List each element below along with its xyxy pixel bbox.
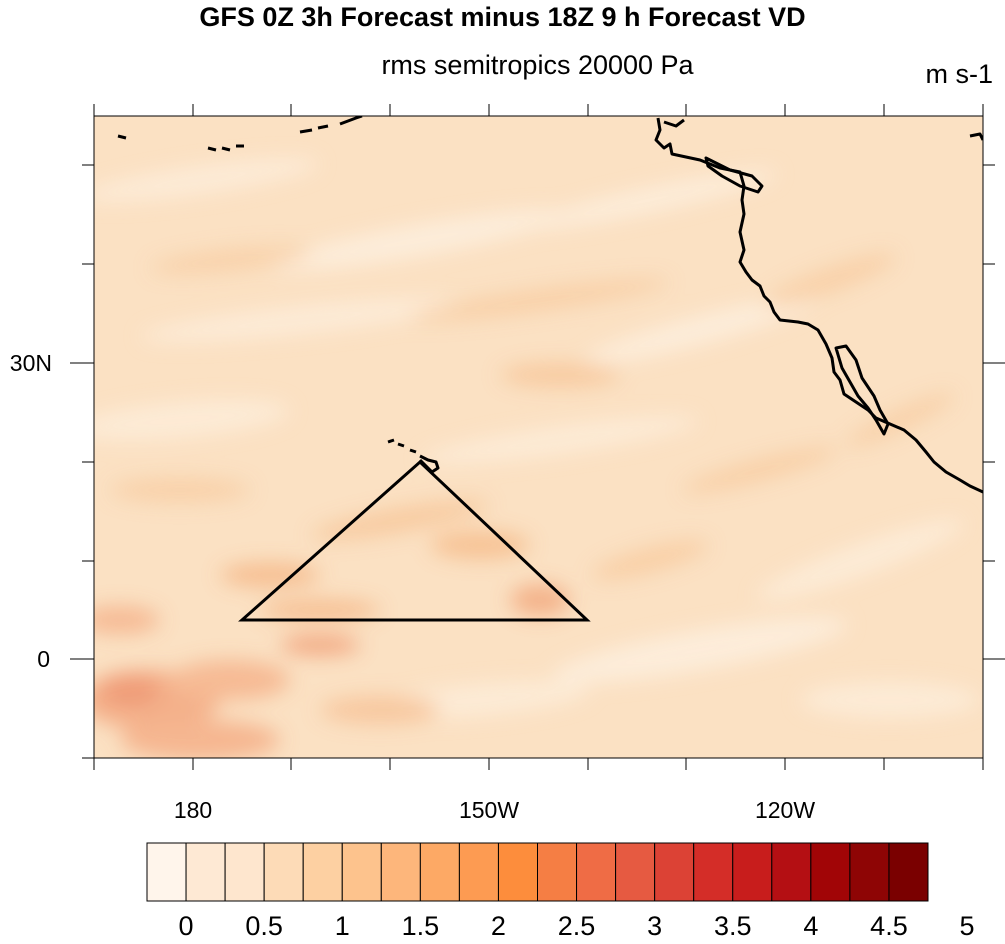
colorbar-swatch [693, 842, 734, 902]
coastlines [117, 116, 983, 494]
chart-subtitle: rms semitropics 20000 Pa [381, 50, 694, 80]
aleutian-3 [299, 116, 363, 134]
axis-ticks [70, 104, 1005, 770]
colorbar-label: 0 [179, 911, 194, 941]
aleutian-2 [207, 144, 244, 152]
plot-frame [93, 115, 984, 759]
lat-label-30n: 30N [10, 350, 52, 376]
colorbar-label: 1 [335, 911, 350, 941]
lon-label-180: 180 [174, 797, 212, 823]
colorbar-swatch [732, 842, 773, 902]
colorbar-swatch [615, 842, 656, 902]
colorbar-label: 1.5 [402, 911, 440, 941]
baja-california [834, 344, 890, 436]
colorbar-swatch [263, 842, 304, 902]
region-triangle-outline [238, 459, 591, 622]
colorbar-label: 3.5 [714, 911, 752, 941]
hudson-coast [969, 132, 983, 141]
colorbar-label: 4 [803, 911, 818, 941]
colorbar-swatch [224, 842, 265, 902]
ak-panhandle [663, 118, 685, 128]
colorbar-swatch [380, 842, 421, 902]
aleutian-1 [117, 134, 127, 140]
vancouver-island [704, 156, 764, 194]
colorbar-label: 0.5 [245, 911, 283, 941]
colorbar-swatch [810, 842, 851, 902]
colorbar-swatch [849, 842, 890, 902]
colorbar-label: 5 [960, 911, 975, 941]
chart-title: GFS 0Z 3h Forecast minus 18Z 9 h Forecas… [199, 2, 806, 32]
lon-label-150w: 150W [459, 797, 519, 823]
hawaii [387, 438, 440, 474]
colorbar-swatch [654, 842, 695, 902]
colorbar [146, 842, 929, 902]
colorbar-swatch [146, 842, 187, 902]
colorbar-swatch [341, 842, 382, 902]
north-america-coast [654, 117, 983, 494]
colorbar-swatch [419, 842, 460, 902]
colorbar-swatch [497, 842, 539, 902]
colorbar-swatch [458, 842, 499, 902]
colorbar-label: 4.5 [870, 911, 908, 941]
colorbar-swatch [537, 842, 578, 902]
colorbar-label: 2 [491, 911, 506, 941]
colorbar-label: 3 [647, 911, 662, 941]
field-shading [94, 116, 983, 758]
colorbar-swatch [185, 842, 226, 902]
colorbar-labels: 0 0.5 1 1.5 2 2.5 3 3.5 4 4.5 5 [179, 911, 975, 941]
colorbar-label: 2.5 [558, 911, 596, 941]
units-label: m s-1 [925, 59, 994, 89]
lon-label-120w: 120W [755, 797, 815, 823]
colorbar-swatch [771, 842, 812, 902]
colorbar-swatch [888, 842, 929, 902]
colorbar-swatch [302, 842, 343, 902]
colorbar-swatch [576, 842, 617, 902]
lat-label-0: 0 [37, 646, 50, 672]
